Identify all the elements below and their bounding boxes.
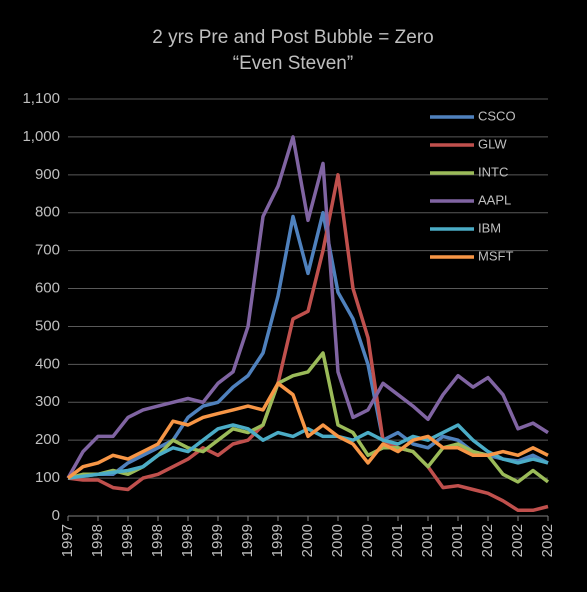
x-tick-label: 2002: [509, 524, 526, 557]
y-tick-label: 1,100: [22, 90, 60, 107]
series-line: [67, 173, 549, 513]
chart-title: 2 yrs Pre and Post Bubble = Zero: [152, 27, 433, 48]
x-tick-label: 2000: [329, 524, 346, 557]
x-tick-label: 2002: [479, 524, 496, 557]
legend-label: IBM: [478, 220, 501, 235]
y-tick-label: 300: [35, 393, 60, 410]
x-tick-label: 1998: [119, 524, 136, 557]
x-tick-label: 1998: [179, 524, 196, 557]
y-tick-label: 500: [35, 317, 60, 334]
series-line: [67, 423, 549, 480]
series-line: [66, 381, 549, 480]
series-line: [67, 210, 549, 480]
y-tick-label: 200: [35, 431, 60, 448]
x-tick-label: 2000: [299, 524, 316, 557]
x-tick-label: 2002: [539, 524, 556, 557]
x-tick-label: 1997: [59, 524, 76, 557]
x-tick-label: 1998: [149, 524, 166, 557]
x-tick-label: 2000: [359, 524, 376, 557]
series-line: [66, 135, 549, 479]
legend-label: MSFT: [478, 248, 513, 263]
y-tick-label: 700: [35, 242, 60, 259]
legend-label: INTC: [478, 164, 508, 179]
y-tick-label: 800: [35, 204, 60, 221]
y-tick-label: 1,000: [22, 128, 60, 145]
x-tick-label: 2001: [389, 524, 406, 557]
x-tick-label: 1999: [209, 524, 226, 557]
x-tick-label: 1998: [89, 524, 106, 557]
legend-label: CSCO: [478, 108, 516, 123]
series-line: [67, 351, 550, 484]
y-tick-label: 100: [35, 469, 60, 486]
chart-subtitle: “Even Steven”: [233, 53, 353, 74]
x-tick-label: 2001: [449, 524, 466, 557]
x-tick-label: 1999: [269, 524, 286, 557]
y-tick-label: 600: [35, 280, 60, 297]
x-tick-label: 1999: [239, 524, 256, 557]
x-tick-label: 2001: [419, 524, 436, 557]
y-tick-label: 400: [35, 355, 60, 372]
y-tick-label: 0: [52, 507, 60, 524]
legend-label: AAPL: [478, 192, 511, 207]
legend-label: GLW: [478, 136, 507, 151]
y-tick-label: 900: [35, 166, 60, 183]
